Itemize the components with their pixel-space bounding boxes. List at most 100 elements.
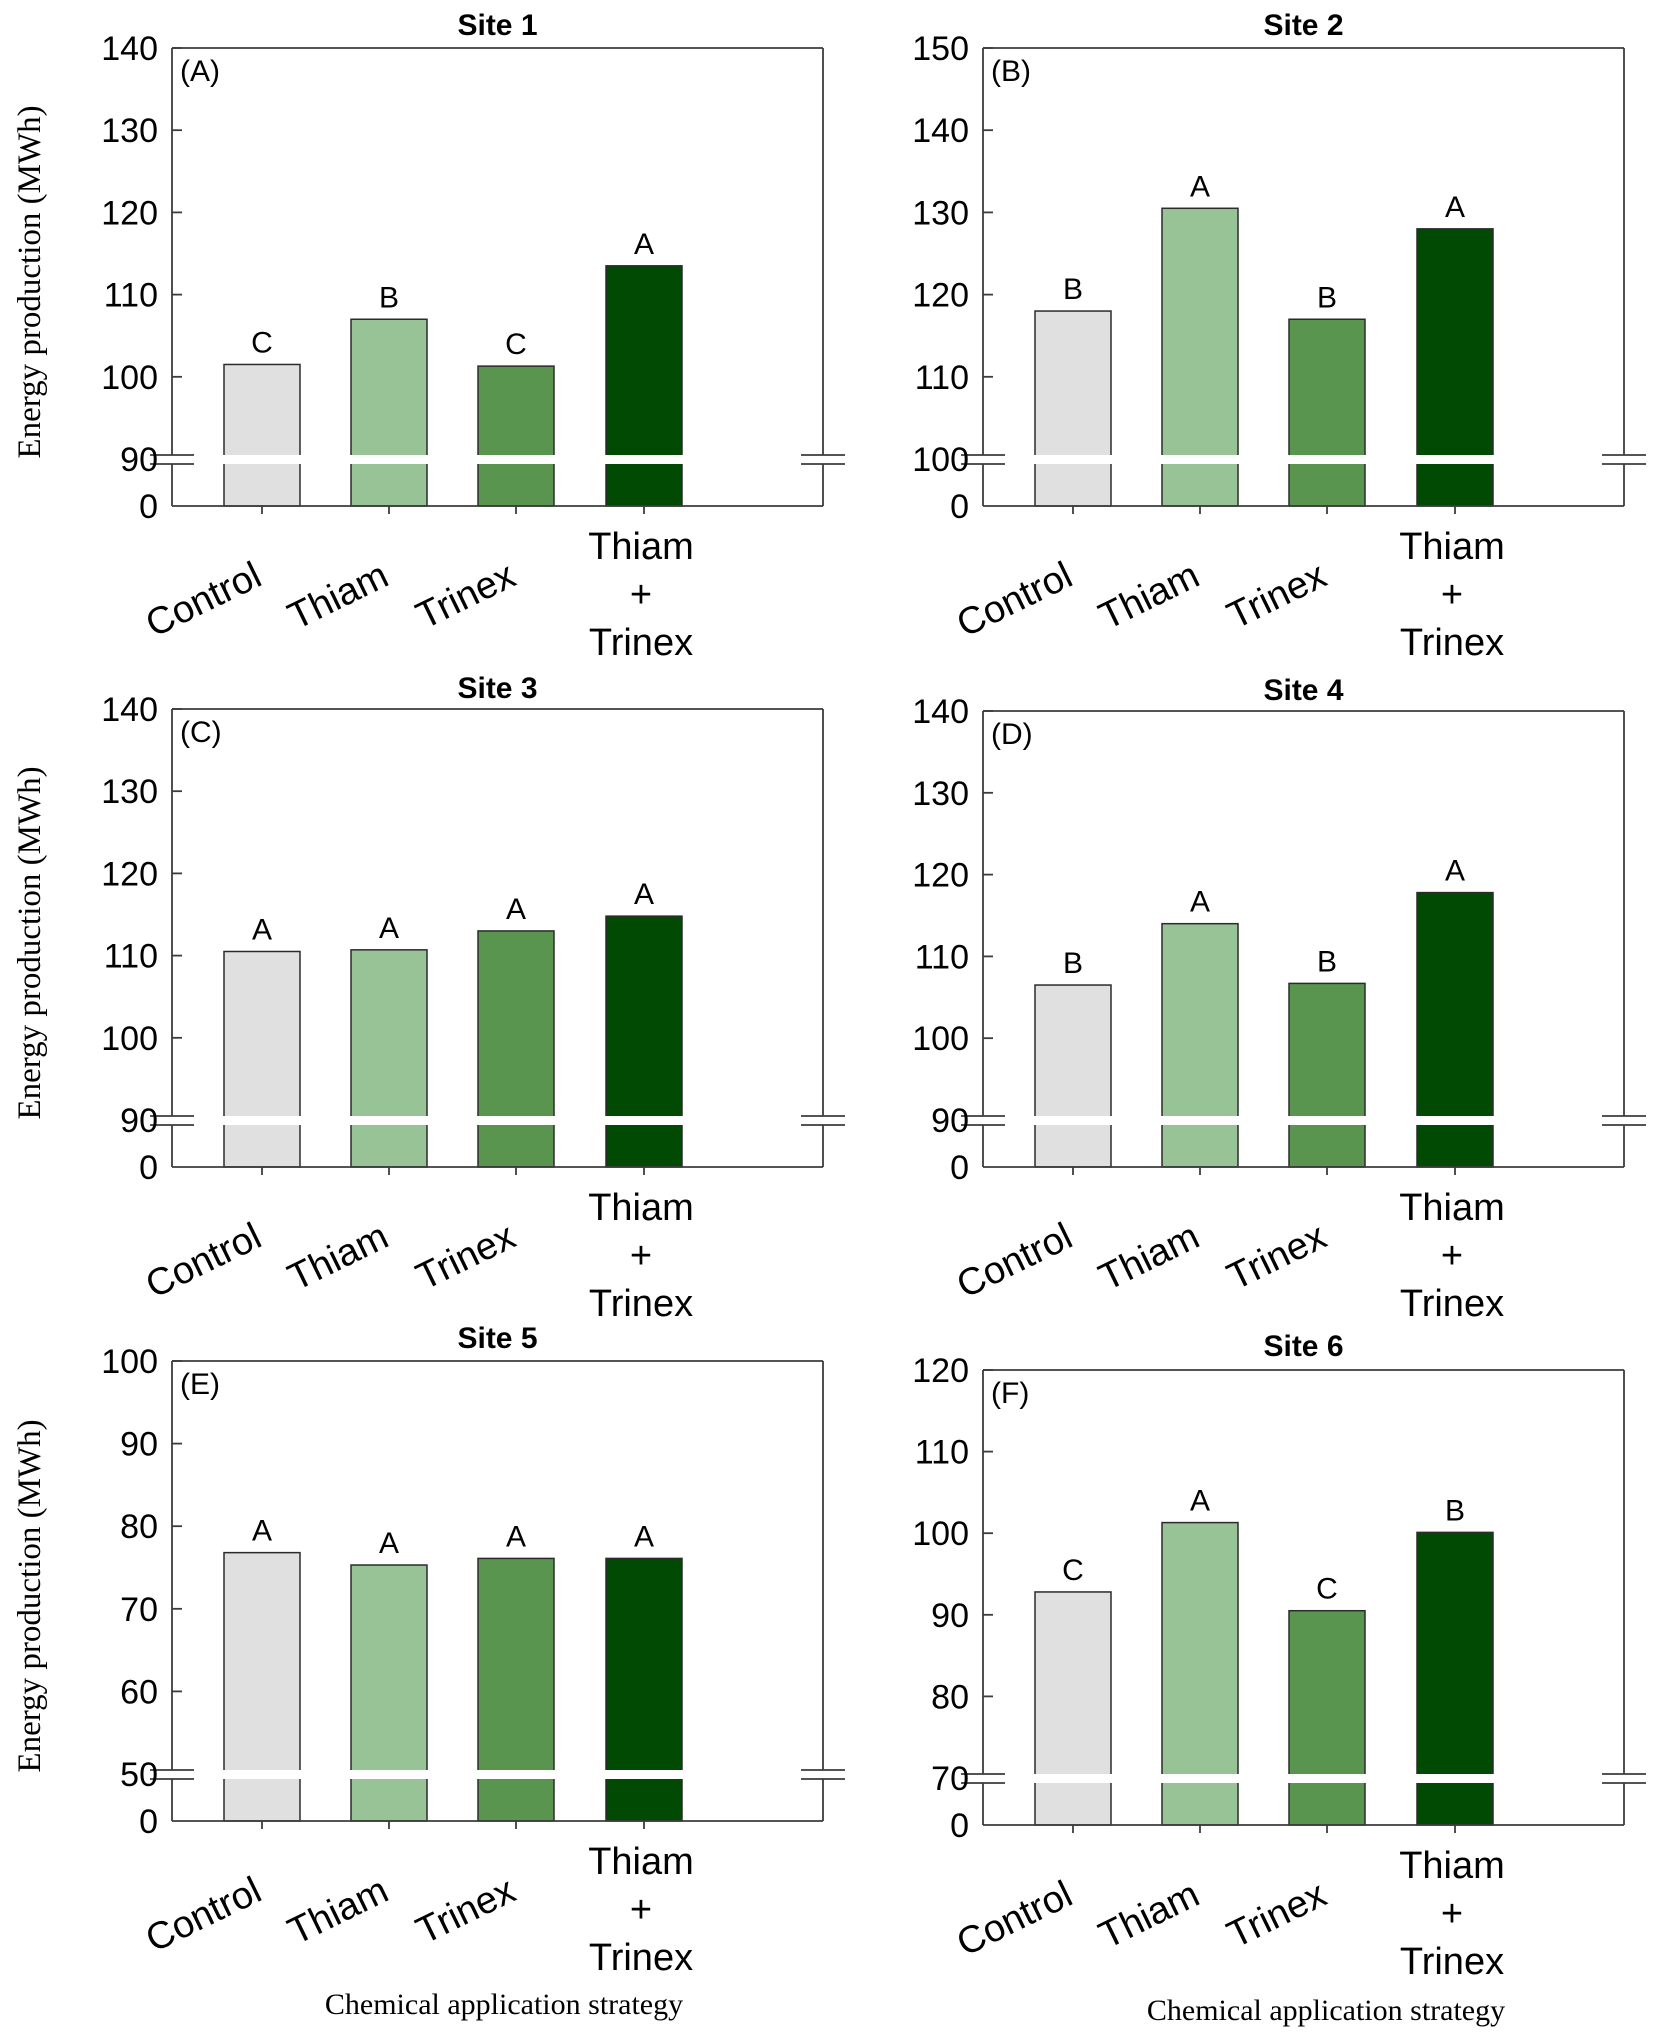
significance-letter: A bbox=[252, 1515, 272, 1548]
y-tick-label: 100 bbox=[912, 441, 969, 479]
x-tick-label-line: Thiam bbox=[588, 1841, 694, 1883]
bar bbox=[1034, 1591, 1112, 1826]
axis-break-band bbox=[168, 1770, 827, 1779]
bar bbox=[350, 318, 428, 507]
y-tick-label: 130 bbox=[912, 775, 969, 813]
x-tick-label-line: + bbox=[1441, 1235, 1463, 1277]
y-tick-label: 110 bbox=[915, 359, 969, 397]
x-tick-label-trinex: Trinex bbox=[1221, 1215, 1333, 1298]
y-tick-label-zero: 0 bbox=[950, 1149, 969, 1187]
y-tick-label: 140 bbox=[912, 693, 969, 731]
y-tick-label: 120 bbox=[912, 1352, 969, 1390]
significance-letter: A bbox=[379, 912, 399, 945]
chart-title: Site 2 bbox=[1263, 9, 1343, 42]
x-tick-label-thiam: Thiam bbox=[1093, 1873, 1206, 1957]
y-tick-label: 110 bbox=[104, 938, 158, 976]
chart-title: Site 6 bbox=[1263, 1330, 1343, 1363]
y-tick-label: 100 bbox=[912, 1515, 969, 1553]
y-tick-label: 140 bbox=[101, 691, 158, 729]
panel-label: (D) bbox=[991, 718, 1033, 751]
chart-title: Site 3 bbox=[457, 672, 537, 705]
y-tick-label-zero: 0 bbox=[139, 1803, 158, 1841]
significance-letter: A bbox=[252, 913, 272, 946]
chart-title: Site 1 bbox=[457, 9, 537, 42]
y-tick-label: 120 bbox=[101, 194, 158, 232]
bar bbox=[350, 949, 428, 1168]
significance-letter: B bbox=[1317, 281, 1337, 314]
panel-label: (E) bbox=[180, 1368, 220, 1401]
panel-label: (A) bbox=[180, 55, 220, 88]
y-tick-label: 100 bbox=[912, 1020, 969, 1058]
chart-title: Site 4 bbox=[1263, 674, 1343, 707]
x-tick-label-control: Control bbox=[139, 554, 268, 645]
significance-letter: C bbox=[505, 328, 527, 361]
y-tick-label: 100 bbox=[101, 1020, 158, 1058]
y-tick-label-zero: 0 bbox=[950, 488, 969, 526]
x-tick-label-line: + bbox=[1441, 1893, 1463, 1935]
x-tick-label-line: Trinex bbox=[1400, 1283, 1504, 1325]
bar bbox=[605, 1557, 683, 1822]
bar bbox=[1034, 984, 1112, 1168]
axis-break-band bbox=[979, 1774, 1628, 1783]
bar bbox=[223, 363, 301, 507]
x-tick-label-line: + bbox=[630, 1235, 652, 1277]
chart-title: Site 5 bbox=[457, 1322, 537, 1355]
bar bbox=[1161, 922, 1239, 1168]
x-tick-label-thiam: Thiam bbox=[282, 554, 395, 638]
significance-letter: B bbox=[379, 281, 399, 314]
y-tick-label: 110 bbox=[915, 1434, 969, 1472]
x-tick-label-trinex: Trinex bbox=[1221, 1873, 1333, 1956]
significance-letter: A bbox=[1445, 855, 1465, 888]
axis-break-band bbox=[168, 1116, 827, 1125]
y-tick-label: 90 bbox=[120, 441, 158, 479]
x-tick-label-line: Thiam bbox=[1399, 526, 1505, 568]
significance-letter: A bbox=[506, 893, 526, 926]
y-tick-label: 140 bbox=[101, 30, 158, 68]
y-tick-label: 120 bbox=[912, 277, 969, 315]
y-tick-label: 90 bbox=[931, 1597, 969, 1635]
significance-letter: A bbox=[379, 1527, 399, 1560]
x-tick-label-trinex: Trinex bbox=[410, 1869, 522, 1952]
y-tick-label: 90 bbox=[120, 1426, 158, 1464]
significance-letter: A bbox=[1445, 191, 1465, 224]
y-tick-label: 50 bbox=[120, 1756, 158, 1794]
panel-label: (F) bbox=[991, 1377, 1029, 1410]
bar bbox=[1416, 891, 1494, 1168]
y-tick-label: 90 bbox=[120, 1102, 158, 1140]
significance-letter: B bbox=[1317, 945, 1337, 978]
x-tick-label-line: + bbox=[630, 1889, 652, 1931]
bar bbox=[477, 365, 555, 507]
significance-letter: A bbox=[634, 228, 654, 261]
y-tick-label: 70 bbox=[931, 1760, 969, 1798]
significance-letter: C bbox=[251, 326, 273, 359]
bar bbox=[1288, 1609, 1366, 1826]
x-tick-label-thiam: Thiam bbox=[1093, 554, 1206, 638]
x-tick-label-line: Trinex bbox=[589, 1283, 693, 1325]
significance-letter: A bbox=[634, 878, 654, 911]
y-tick-label-zero: 0 bbox=[950, 1807, 969, 1845]
y-tick-label: 110 bbox=[104, 277, 158, 315]
x-tick-label-thiam: Thiam bbox=[282, 1215, 395, 1299]
x-tick-label-control: Control bbox=[950, 1215, 1079, 1306]
x-tick-label-trinex: Trinex bbox=[1221, 554, 1333, 637]
x-tick-label-trinex: Trinex bbox=[410, 1215, 522, 1298]
significance-letter: A bbox=[1190, 886, 1210, 919]
x-tick-label-thiam: Thiam bbox=[1093, 1215, 1206, 1299]
bar bbox=[223, 950, 301, 1168]
bar bbox=[605, 915, 683, 1168]
y-tick-label: 110 bbox=[915, 938, 969, 976]
x-tick-label-trinex: Trinex bbox=[410, 554, 522, 637]
bar bbox=[605, 265, 683, 507]
x-axis-title-left: Chemical application strategy bbox=[325, 1988, 683, 2021]
x-tick-label-line: + bbox=[630, 574, 652, 616]
bar bbox=[1034, 310, 1112, 507]
bar bbox=[350, 1564, 428, 1822]
x-tick-label-line: Thiam bbox=[1399, 1187, 1505, 1229]
panel-label: (C) bbox=[180, 716, 222, 749]
y-tick-label-zero: 0 bbox=[139, 1149, 158, 1187]
y-tick-label: 120 bbox=[912, 857, 969, 895]
x-axis-title-right: Chemical application strategy bbox=[1147, 1994, 1505, 2027]
x-tick-label-control: Control bbox=[139, 1215, 268, 1306]
bar bbox=[1288, 318, 1366, 507]
